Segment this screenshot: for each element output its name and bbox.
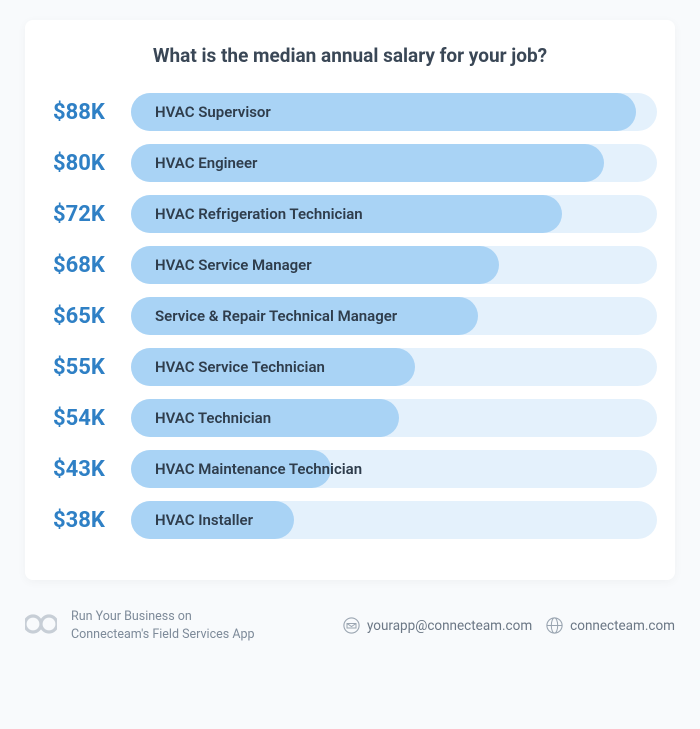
salary-chart-card: What is the median annual salary for you… xyxy=(25,20,675,580)
chart-row: $72K HVAC Refrigeration Technician xyxy=(43,195,657,233)
site-text: connecteam.com xyxy=(570,618,675,634)
bar-track: HVAC Supervisor xyxy=(131,93,657,131)
bar-track: HVAC Refrigeration Technician xyxy=(131,195,657,233)
salary-value: $88K xyxy=(43,100,115,125)
chart-row: $65K Service & Repair Technical Manager xyxy=(43,297,657,335)
salary-value: $72K xyxy=(43,202,115,227)
salary-value: $54K xyxy=(43,406,115,431)
salary-value: $43K xyxy=(43,457,115,482)
job-label: HVAC Maintenance Technician xyxy=(155,460,362,478)
bar-track: HVAC Maintenance Technician xyxy=(131,450,657,488)
job-label: HVAC Installer xyxy=(155,511,253,529)
bar-fill: HVAC Refrigeration Technician xyxy=(131,195,562,233)
bar-fill: HVAC Technician xyxy=(131,399,399,437)
job-label: HVAC Supervisor xyxy=(155,103,271,121)
job-label: HVAC Engineer xyxy=(155,154,257,172)
bar-fill: HVAC Maintenance Technician xyxy=(131,450,331,488)
chart-row: $88K HVAC Supervisor xyxy=(43,93,657,131)
email-text: yourapp@connecteam.com xyxy=(367,618,532,634)
bar-track: Service & Repair Technical Manager xyxy=(131,297,657,335)
tagline-line-1: Run Your Business on xyxy=(71,608,255,626)
salary-value: $38K xyxy=(43,508,115,533)
footer-email: yourapp@connecteam.com xyxy=(343,617,532,634)
chart-row: $43K HVAC Maintenance Technician xyxy=(43,450,657,488)
bar-track: HVAC Engineer xyxy=(131,144,657,182)
chart-row: $68K HVAC Service Manager xyxy=(43,246,657,284)
bar-fill: HVAC Installer xyxy=(131,501,294,539)
globe-icon xyxy=(546,617,563,634)
bar-track: HVAC Installer xyxy=(131,501,657,539)
bar-fill: HVAC Supervisor xyxy=(131,93,636,131)
salary-value: $68K xyxy=(43,253,115,278)
bar-track: HVAC Service Technician xyxy=(131,348,657,386)
salary-value: $80K xyxy=(43,151,115,176)
chart-rows-container: $88K HVAC Supervisor $80K HVAC Engineer $72K… xyxy=(43,93,657,539)
email-icon xyxy=(343,617,360,634)
bar-fill: HVAC Service Manager xyxy=(131,246,499,284)
salary-value: $55K xyxy=(43,355,115,380)
chart-row: $80K HVAC Engineer xyxy=(43,144,657,182)
job-label: HVAC Refrigeration Technician xyxy=(155,205,363,223)
salary-value: $65K xyxy=(43,304,115,329)
footer-tagline: Run Your Business on Connecteam's Field … xyxy=(71,608,255,643)
job-label: HVAC Technician xyxy=(155,409,271,427)
bar-fill: Service & Repair Technical Manager xyxy=(131,297,478,335)
bar-fill: HVAC Engineer xyxy=(131,144,604,182)
tagline-line-2: Connecteam's Field Services App xyxy=(71,626,255,644)
job-label: Service & Repair Technical Manager xyxy=(155,307,397,325)
chart-title: What is the median annual salary for you… xyxy=(43,44,657,67)
brand-logo-icon xyxy=(25,614,57,638)
footer: Run Your Business on Connecteam's Field … xyxy=(25,608,675,643)
job-label: HVAC Service Manager xyxy=(155,256,312,274)
job-label: HVAC Service Technician xyxy=(155,358,325,376)
chart-row: $38K HVAC Installer xyxy=(43,501,657,539)
footer-site: connecteam.com xyxy=(546,617,675,634)
chart-row: $54K HVAC Technician xyxy=(43,399,657,437)
chart-row: $55K HVAC Service Technician xyxy=(43,348,657,386)
bar-track: HVAC Technician xyxy=(131,399,657,437)
bar-fill: HVAC Service Technician xyxy=(131,348,415,386)
bar-track: HVAC Service Manager xyxy=(131,246,657,284)
